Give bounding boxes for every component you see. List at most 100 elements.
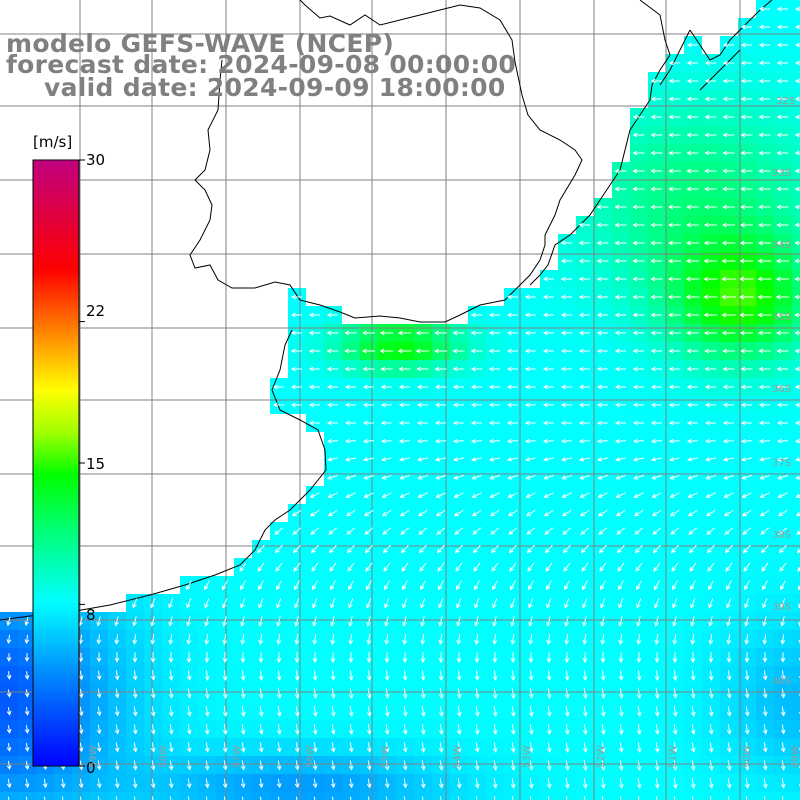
wind-arrow	[668, 330, 681, 336]
wind-arrow	[381, 509, 392, 517]
wind-arrow	[744, 760, 750, 771]
wind-arrow	[294, 598, 300, 609]
wind-arrow	[204, 688, 210, 699]
wind-arrow	[668, 186, 681, 192]
wind-arrow	[456, 651, 462, 664]
wind-arrow	[614, 186, 627, 192]
wind-arrow	[438, 705, 444, 717]
wind-arrow	[506, 402, 519, 408]
wind-arrow	[276, 616, 281, 627]
wind-arrow	[580, 545, 589, 554]
wind-arrow	[560, 366, 573, 372]
wind-arrow	[654, 759, 660, 771]
wind-arrow	[456, 616, 461, 627]
wind-arrow	[758, 204, 771, 210]
wind-arrow	[686, 438, 699, 444]
wind-arrow	[492, 669, 498, 682]
wind-arrow	[651, 509, 662, 517]
wind-arrow	[636, 633, 642, 645]
wind-arrow	[744, 598, 750, 609]
wind-arrow	[330, 651, 336, 664]
wind-arrow	[222, 724, 228, 735]
wind-arrow	[327, 457, 339, 462]
wind-arrow	[96, 616, 101, 627]
wind-arrow	[240, 598, 246, 609]
wind-arrow	[150, 760, 156, 771]
wind-arrow	[636, 777, 642, 789]
wind-arrow	[581, 562, 589, 572]
wind-arrow	[633, 457, 645, 462]
coastline-uruguay	[189, 0, 583, 323]
wind-arrow	[510, 598, 516, 609]
wind-arrow	[633, 492, 644, 498]
wind-arrow	[24, 725, 30, 734]
wind-arrow	[776, 114, 789, 120]
wind-arrow	[668, 222, 681, 228]
wind-arrow	[650, 150, 663, 156]
wind-arrow	[186, 706, 192, 717]
wind-arrow	[258, 687, 264, 699]
wind-arrow	[619, 795, 622, 800]
wind-arrow	[276, 778, 282, 789]
wind-arrow	[668, 366, 681, 372]
wind-arrow	[398, 438, 411, 444]
wind-arrow	[596, 204, 609, 210]
lat-label-32s: 32S	[776, 96, 796, 107]
wind-arrow	[564, 598, 570, 609]
wind-arrow	[722, 204, 735, 210]
wind-arrow	[398, 366, 411, 372]
wind-arrow	[204, 724, 210, 735]
wind-arrow	[490, 527, 500, 535]
wind-arrow	[348, 724, 354, 735]
wind-arrow	[704, 132, 717, 138]
wind-arrow	[744, 634, 750, 645]
wind-arrow	[186, 778, 192, 789]
wind-arrow	[762, 760, 768, 771]
wind-arrow	[25, 796, 28, 800]
wind-arrow	[488, 402, 501, 408]
wind-arrow	[150, 706, 156, 717]
wind-arrow	[582, 759, 588, 771]
wind-arrow	[452, 348, 465, 354]
wind-arrow	[794, 204, 800, 210]
wind-speed-cell	[486, 792, 504, 800]
wind-arrow	[96, 760, 102, 771]
wind-arrow	[366, 760, 372, 771]
wind-arrow	[690, 778, 696, 789]
wind-arrow	[598, 545, 607, 554]
wind-arrow	[542, 294, 555, 300]
wind-arrow	[596, 222, 609, 228]
lon-label-59w: 59W	[88, 745, 99, 768]
wind-arrow	[328, 527, 338, 535]
wind-arrow	[546, 598, 552, 609]
title-model: modelo GEFS-WAVE (NCEP)	[6, 29, 395, 58]
wind-arrow	[380, 402, 393, 408]
wind-arrow	[489, 457, 501, 462]
wind-arrow	[686, 60, 699, 66]
wind-arrow	[740, 114, 753, 120]
wind-arrow	[758, 132, 771, 138]
wind-arrow	[726, 616, 731, 627]
wind-arrow	[706, 545, 715, 554]
wind-arrow	[240, 580, 246, 591]
wind-arrow	[420, 651, 426, 664]
wind-speed-cell	[792, 450, 800, 468]
wind-arrow	[560, 258, 573, 264]
wind-arrow	[344, 366, 357, 372]
wind-arrow	[542, 348, 555, 354]
wind-arrow	[760, 545, 769, 554]
wind-arrow	[706, 527, 716, 535]
wind-arrow	[187, 796, 190, 800]
wind-arrow	[688, 527, 698, 535]
wind-arrow	[96, 742, 102, 753]
wind-arrow	[312, 687, 318, 699]
wind-arrow	[326, 348, 339, 354]
wind-arrow	[507, 457, 519, 462]
wind-arrow	[722, 402, 735, 408]
wind-speed-cell	[612, 792, 630, 800]
wind-arrow	[456, 778, 462, 789]
wind-arrow	[272, 402, 284, 408]
wind-arrow	[652, 527, 662, 535]
wind-arrow	[688, 545, 697, 554]
wind-arrow	[633, 474, 644, 480]
